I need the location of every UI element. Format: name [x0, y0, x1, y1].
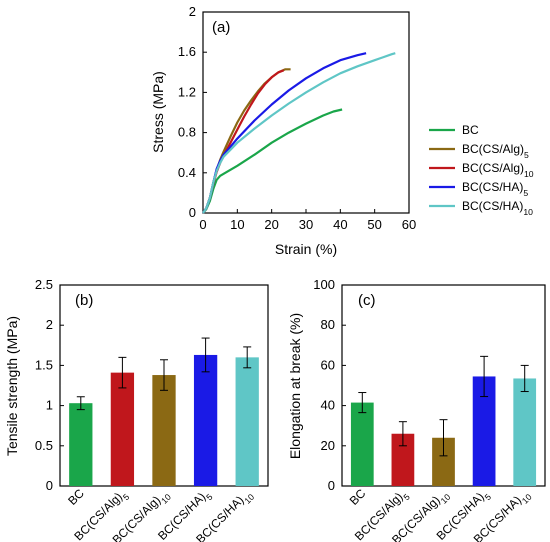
- bar-3: [432, 437, 455, 486]
- bar-5: [513, 378, 537, 486]
- y-tick-label: 2: [46, 317, 53, 332]
- y-tick-label: 40: [321, 398, 335, 413]
- y-tick-label: 1: [46, 398, 53, 413]
- x-tick-label: 20: [264, 217, 278, 232]
- x-tick-label: 30: [299, 217, 313, 232]
- category-label: BC: [65, 486, 87, 508]
- panel-a-x-axis-label: Strain (%): [275, 241, 337, 257]
- bar-4: [472, 376, 496, 486]
- y-tick-label: 2.5: [35, 277, 53, 292]
- y-tick-label: 0: [328, 478, 335, 493]
- x-tick-label: 10: [230, 217, 244, 232]
- y-tick-label: 1.5: [35, 357, 53, 372]
- x-tick-label: 0: [199, 217, 206, 232]
- bar-1: [350, 402, 374, 486]
- panel-b-y-axis-label: Tensile strength (MPa): [4, 316, 20, 456]
- x-tick-label: 50: [367, 217, 381, 232]
- y-tick-label: 80: [321, 317, 335, 332]
- bar-5: [235, 357, 259, 486]
- y-tick-label: 0.4: [178, 165, 196, 180]
- bar-2: [391, 433, 415, 486]
- y-tick-label: 0.5: [35, 438, 53, 453]
- bar-1: [69, 403, 93, 486]
- category-label: BC: [347, 486, 369, 508]
- panel-a-label: (a): [212, 19, 230, 36]
- panel-a-legend: BC BC(CS/Alg)5BC(CS/Alg)10BC(CS/HA)5BC(CS…: [429, 123, 534, 217]
- y-tick-label: 100: [313, 277, 335, 292]
- y-tick-label: 1.2: [178, 84, 196, 99]
- legend-entry: BC(CS/Alg)5: [462, 142, 529, 160]
- panel-b-bar-chart: 00.511.522.5 BCBC(CS/Alg)5BC(CS/Alg)10BC…: [4, 277, 269, 542]
- y-tick-label: 2: [189, 4, 196, 19]
- x-tick-label: 40: [333, 217, 347, 232]
- series-line-1: [202, 108, 343, 214]
- series-line-4: [202, 52, 367, 214]
- series-line-5: [202, 52, 396, 214]
- y-tick-label: 0: [189, 205, 196, 220]
- y-tick-label: 20: [321, 438, 335, 453]
- panel-b-label: (b): [75, 292, 93, 309]
- panel-a-y-axis-label: Stress (MPa): [150, 71, 166, 153]
- y-tick-label: 60: [321, 357, 335, 372]
- legend-entry: BC(CS/Alg)10: [462, 161, 534, 179]
- y-tick-label: 0.8: [178, 125, 196, 140]
- bar-2: [110, 372, 135, 486]
- series-line-2: [202, 68, 291, 214]
- y-tick-label: 1.6: [178, 44, 196, 59]
- y-tick-label: 0: [46, 478, 53, 493]
- bar-3: [152, 375, 176, 486]
- panel-c-label: (c): [358, 292, 376, 309]
- legend-entry: BC: [462, 123, 479, 137]
- legend-entry: BC(CS/HA)5: [462, 180, 528, 198]
- x-tick-label: 60: [402, 217, 416, 232]
- panel-a-plot-area: [202, 11, 410, 214]
- legend-entry: BC(CS/HA)10: [462, 199, 533, 217]
- panel-c-y-axis-label: Elongation at break (%): [287, 313, 303, 459]
- panel-a-line-chart: 0 10 20 30 40 50 60 0 0.4 0.8 1.2 1.6 2 (a) Strain (…: [150, 4, 534, 257]
- bar-4: [193, 354, 218, 486]
